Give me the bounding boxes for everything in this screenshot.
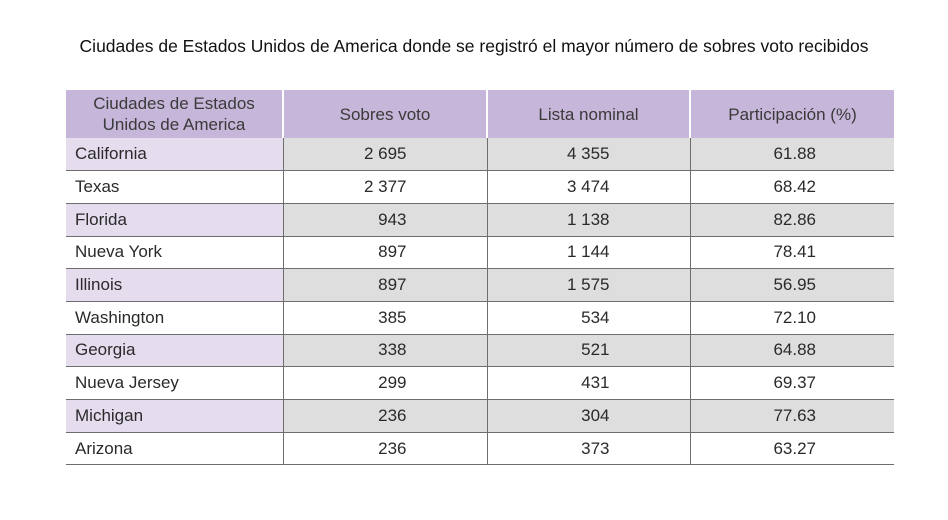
participacion-cell: 72.10 bbox=[689, 301, 894, 335]
sobres-voto-cell: 236 bbox=[282, 399, 487, 433]
participacion-cell: 77.63 bbox=[689, 399, 894, 433]
participacion-value: 61.88 bbox=[773, 144, 816, 164]
lista-nominal-value: 4 355 bbox=[566, 144, 610, 164]
lista-nominal-value: 1 575 bbox=[566, 275, 610, 295]
lista-nominal-cell: 304 bbox=[486, 399, 690, 433]
sobres-voto-value: 897 bbox=[378, 275, 407, 295]
table-row: Nueva Jersey 299 431 69.37 bbox=[66, 366, 894, 400]
participacion-value: 77.63 bbox=[773, 405, 816, 425]
city-cell: Texas bbox=[66, 170, 283, 204]
header-row: Ciudades de Estados Unidos de America So… bbox=[66, 90, 894, 138]
participacion-value: 68.42 bbox=[773, 177, 816, 197]
participacion-cell: 78.41 bbox=[689, 236, 894, 270]
participacion-cell: 64.88 bbox=[689, 334, 894, 368]
lista-nominal-value: 1 144 bbox=[566, 242, 610, 262]
city-cell: Nueva Jersey bbox=[66, 366, 283, 400]
city-cell: Florida bbox=[66, 203, 283, 237]
participacion-cell: 69.37 bbox=[689, 366, 894, 400]
table-row: Illinois 897 1 575 56.95 bbox=[66, 268, 894, 302]
sobres-voto-cell: 897 bbox=[282, 236, 487, 270]
sobres-voto-value: 943 bbox=[378, 209, 407, 229]
sobres-voto-cell: 299 bbox=[282, 366, 487, 400]
participacion-value: 56.95 bbox=[773, 275, 816, 295]
lista-nominal-cell: 3 474 bbox=[486, 170, 690, 204]
city-cell: Georgia bbox=[66, 334, 283, 368]
sobres-voto-value: 299 bbox=[378, 373, 407, 393]
lista-nominal-value: 373 bbox=[581, 438, 610, 458]
city-cell: Arizona bbox=[66, 432, 283, 466]
sobres-voto-cell: 385 bbox=[282, 301, 487, 335]
lista-nominal-cell: 1 575 bbox=[486, 268, 690, 302]
lista-nominal-value: 431 bbox=[581, 373, 610, 393]
sobres-voto-cell: 2 695 bbox=[282, 138, 487, 172]
participacion-value: 64.88 bbox=[773, 340, 816, 360]
table-row: California 2 695 4 355 61.88 bbox=[66, 138, 894, 172]
sobres-voto-value: 897 bbox=[378, 242, 407, 262]
participacion-cell: 68.42 bbox=[689, 170, 894, 204]
sobres-voto-cell: 943 bbox=[282, 203, 487, 237]
participacion-cell: 61.88 bbox=[689, 138, 894, 172]
participacion-cell: 56.95 bbox=[689, 268, 894, 302]
city-cell: California bbox=[66, 138, 283, 172]
participacion-value: 72.10 bbox=[773, 307, 816, 327]
data-table: Ciudades de Estados Unidos de America So… bbox=[66, 90, 894, 466]
sobres-voto-value: 338 bbox=[378, 340, 407, 360]
lista-nominal-cell: 373 bbox=[486, 432, 690, 466]
city-cell: Nueva York bbox=[66, 236, 283, 270]
table-row: Michigan 236 304 77.63 bbox=[66, 399, 894, 433]
table-row: Washington 385 534 72.10 bbox=[66, 301, 894, 335]
lista-nominal-value: 534 bbox=[581, 307, 610, 327]
lista-nominal-cell: 521 bbox=[486, 334, 690, 368]
sobres-voto-value: 2 377 bbox=[363, 177, 407, 197]
header-ciudades: Ciudades de Estados Unidos de America bbox=[66, 90, 283, 138]
city-cell: Washington bbox=[66, 301, 283, 335]
sobres-voto-value: 2 695 bbox=[363, 144, 407, 164]
participacion-value: 78.41 bbox=[773, 242, 816, 262]
participacion-cell: 63.27 bbox=[689, 432, 894, 466]
lista-nominal-value: 1 138 bbox=[566, 209, 610, 229]
header-lista-nominal: Lista nominal bbox=[486, 90, 690, 138]
table-title: Ciudades de Estados Unidos de America do… bbox=[79, 36, 869, 56]
city-cell: Michigan bbox=[66, 399, 283, 433]
lista-nominal-value: 304 bbox=[581, 405, 610, 425]
table-row: Arizona 236 373 63.27 bbox=[66, 432, 894, 466]
lista-nominal-cell: 534 bbox=[486, 301, 690, 335]
header-participacion: Participación (%) bbox=[689, 90, 894, 138]
lista-nominal-cell: 1 144 bbox=[486, 236, 690, 270]
participacion-value: 63.27 bbox=[773, 438, 816, 458]
header-sobres-voto: Sobres voto bbox=[282, 90, 487, 138]
table-row: Nueva York 897 1 144 78.41 bbox=[66, 236, 894, 270]
sobres-voto-value: 236 bbox=[378, 405, 407, 425]
sobres-voto-cell: 236 bbox=[282, 432, 487, 466]
city-cell: Illinois bbox=[66, 268, 283, 302]
lista-nominal-cell: 431 bbox=[486, 366, 690, 400]
lista-nominal-cell: 4 355 bbox=[486, 138, 690, 172]
table-row: Florida 943 1 138 82.86 bbox=[66, 203, 894, 237]
sobres-voto-value: 385 bbox=[378, 307, 407, 327]
table-row: Georgia 338 521 64.88 bbox=[66, 334, 894, 368]
participacion-value: 82.86 bbox=[773, 209, 816, 229]
lista-nominal-value: 3 474 bbox=[566, 177, 610, 197]
lista-nominal-value: 521 bbox=[581, 340, 610, 360]
sobres-voto-value: 236 bbox=[378, 438, 407, 458]
sobres-voto-cell: 2 377 bbox=[282, 170, 487, 204]
lista-nominal-cell: 1 138 bbox=[486, 203, 690, 237]
sobres-voto-cell: 897 bbox=[282, 268, 487, 302]
sobres-voto-cell: 338 bbox=[282, 334, 487, 368]
participacion-value: 69.37 bbox=[773, 373, 816, 393]
table-row: Texas 2 377 3 474 68.42 bbox=[66, 170, 894, 204]
participacion-cell: 82.86 bbox=[689, 203, 894, 237]
